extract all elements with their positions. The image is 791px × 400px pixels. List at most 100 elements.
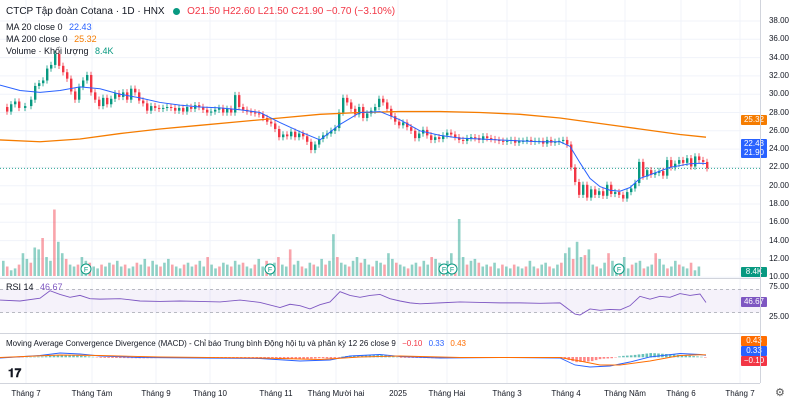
symbol-title[interactable]: CTCP Tập đoàn Cotana · 1D · HNX bbox=[6, 6, 165, 17]
macd-histogram-bar bbox=[692, 356, 695, 358]
candle-body bbox=[574, 167, 577, 183]
macd-histogram-bar bbox=[294, 357, 298, 360]
candle-body bbox=[330, 130, 333, 134]
macd-histogram-bar bbox=[657, 353, 660, 358]
volume-bar bbox=[167, 258, 170, 276]
candle-body bbox=[434, 137, 437, 140]
candle-body bbox=[666, 160, 669, 176]
candle-body bbox=[150, 106, 153, 111]
symbol-legend[interactable]: CTCP Tập đoàn Cotana · 1D · HNX O21.50 H… bbox=[6, 6, 395, 17]
macd-line-value: 0.33 bbox=[428, 339, 445, 348]
rsi-legend[interactable]: RSI 14 46.67 bbox=[6, 282, 63, 293]
macd-histogram-bar bbox=[411, 357, 415, 358]
time-axis-label: Tháng 7 bbox=[725, 389, 755, 398]
candle-body bbox=[158, 107, 161, 109]
macd-histogram-bar bbox=[598, 357, 602, 360]
settings-gear-icon[interactable]: ⚙ bbox=[775, 387, 785, 399]
volume-bar bbox=[37, 249, 40, 276]
candle-body bbox=[114, 93, 117, 99]
candle-body bbox=[394, 116, 397, 122]
candle-body bbox=[178, 107, 181, 111]
candle-body bbox=[390, 108, 393, 117]
volume-bar bbox=[402, 266, 406, 276]
volume-bar bbox=[430, 257, 433, 276]
pane-separator[interactable] bbox=[0, 278, 760, 279]
macd-histogram-bar bbox=[111, 357, 114, 358]
ma20-legend[interactable]: MA 20 close 0 22.43 bbox=[6, 22, 92, 33]
time-axis-label: Tháng 9 bbox=[141, 389, 171, 398]
volume-bar bbox=[505, 266, 508, 276]
candle-body bbox=[58, 53, 61, 66]
macd-histogram-bar bbox=[83, 356, 87, 358]
pane-separator[interactable] bbox=[0, 333, 760, 334]
candle-body bbox=[518, 140, 521, 143]
tradingview-logo-icon[interactable]: 𝟏𝟕 bbox=[8, 366, 22, 380]
price-axis-label: 32.00 bbox=[768, 70, 789, 80]
volume-bar bbox=[29, 262, 33, 276]
macd-histogram-bar bbox=[302, 357, 305, 360]
volume-bar bbox=[143, 258, 147, 276]
candle-body bbox=[214, 109, 217, 112]
volume-bar bbox=[670, 266, 673, 276]
volume-bar bbox=[347, 266, 351, 276]
candle-body bbox=[218, 107, 221, 110]
volume-bar bbox=[666, 268, 669, 276]
macd-histogram-bar bbox=[329, 357, 333, 359]
volume-bar bbox=[194, 264, 198, 276]
price-axis-label: 24.00 bbox=[768, 144, 789, 154]
macd-histogram-bar bbox=[321, 357, 325, 359]
macd-histogram-bar bbox=[325, 357, 329, 359]
candle-body bbox=[142, 100, 145, 104]
candle-body bbox=[66, 72, 69, 79]
price-axis-label: 14.00 bbox=[768, 235, 789, 245]
volume-bar bbox=[332, 234, 335, 276]
macd-histogram-bar bbox=[641, 353, 645, 358]
candle-body bbox=[286, 134, 289, 137]
volume-bar bbox=[127, 268, 131, 276]
volume-bar bbox=[375, 260, 378, 276]
volume-legend[interactable]: Volume · Khối lượng 8.4K bbox=[6, 46, 114, 57]
volume-bar bbox=[296, 260, 300, 276]
price-axis-label: 22.00 bbox=[768, 162, 789, 172]
candle-body bbox=[502, 140, 505, 142]
macd-histogram-bar bbox=[87, 356, 91, 358]
candle-body bbox=[162, 107, 165, 109]
macd-legend[interactable]: Moving Average Convergence Divergence (M… bbox=[6, 338, 466, 349]
candle-body bbox=[226, 108, 229, 113]
macd-histogram-bar bbox=[306, 357, 309, 359]
volume-bar bbox=[277, 257, 280, 276]
candle-body bbox=[302, 133, 305, 137]
macd-histogram-bar bbox=[91, 356, 95, 358]
candle-body bbox=[238, 95, 241, 108]
macd-histogram-bar bbox=[672, 354, 676, 358]
macd-histogram-bar bbox=[80, 355, 83, 358]
candle-body bbox=[562, 139, 565, 141]
price-axis-label: 38.00 bbox=[768, 16, 789, 25]
macd-histogram-bar bbox=[251, 357, 255, 358]
volume-bar bbox=[229, 266, 233, 276]
candle-body bbox=[642, 161, 645, 177]
ma200-legend[interactable]: MA 200 close 0 25.32 bbox=[6, 34, 97, 45]
macd-histogram-bar bbox=[72, 355, 75, 358]
volume-bar bbox=[689, 262, 693, 276]
volume-bar bbox=[599, 268, 602, 276]
candle-body bbox=[706, 161, 709, 169]
macd-histogram-bar bbox=[618, 356, 621, 358]
macd-histogram-bar bbox=[696, 356, 699, 358]
volume-bar bbox=[147, 266, 151, 276]
volume-bar bbox=[607, 253, 610, 276]
volume-bar bbox=[662, 264, 665, 276]
candle-body bbox=[450, 132, 453, 135]
candle-body bbox=[50, 64, 53, 69]
volume-bar bbox=[524, 266, 528, 276]
candle-body bbox=[694, 156, 697, 167]
volume-bar bbox=[528, 260, 532, 276]
volume-bar bbox=[367, 264, 371, 276]
time-axis-border bbox=[0, 383, 760, 384]
candle-body bbox=[570, 144, 573, 168]
candle-body bbox=[198, 105, 201, 108]
time-axis-label: Tháng Mười hai bbox=[307, 389, 365, 398]
volume-bar bbox=[198, 260, 202, 276]
